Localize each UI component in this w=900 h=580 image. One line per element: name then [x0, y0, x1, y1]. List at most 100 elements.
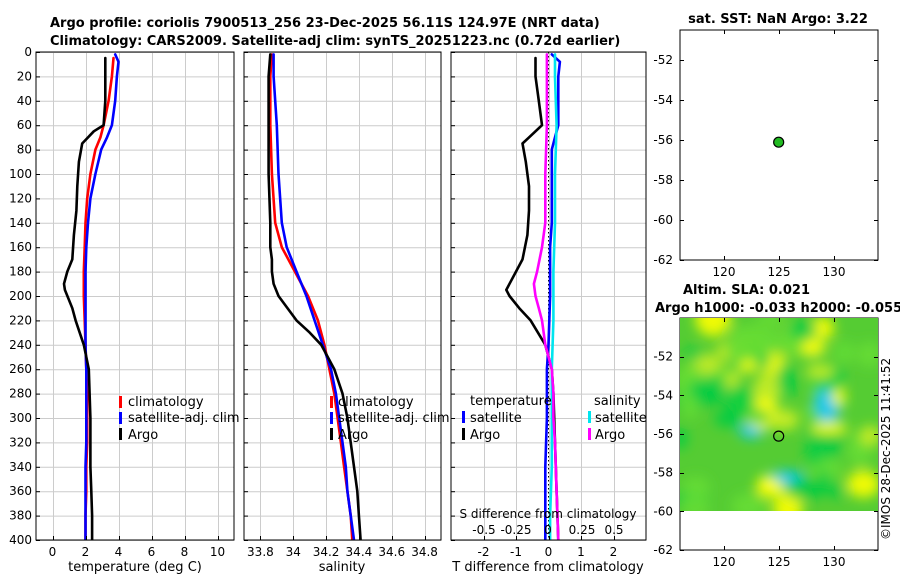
map-y-tick-label: -56 — [653, 133, 673, 147]
sla-field-cell — [683, 347, 704, 361]
series-line-climatology — [268, 53, 354, 540]
sla-field-cell — [689, 375, 727, 406]
series-line-satellite-adj-clim — [84, 53, 120, 540]
x-tick-label: 2 — [82, 545, 90, 559]
sla-field-cell — [847, 470, 878, 498]
y-tick-label: 380 — [9, 509, 32, 523]
y-tick-label: 340 — [9, 460, 32, 474]
sst-map-ticks: -52 -54 -56 -58 -60 -62 120 125 130 — [653, 30, 878, 279]
sla-heatmap-field — [680, 318, 878, 511]
map-x-tick-label: 130 — [823, 265, 846, 279]
x-tick-label: 34 — [286, 545, 301, 559]
series-line-salinity-argo — [532, 53, 560, 540]
map-x-tick-label: 125 — [768, 555, 791, 569]
map-x-tick-label: 120 — [713, 265, 736, 279]
sla-map-title-line2: Argo h1000: -0.033 h2000: -0.055 — [655, 301, 900, 316]
x-tick-label: 33.8 — [247, 545, 274, 559]
difference-legend: temperature satellite Argo salinity sate… — [462, 394, 647, 443]
legend-label-sal-argo: Argo — [595, 428, 625, 443]
map-x-tick-label: 120 — [713, 555, 736, 569]
sla-field-cell — [756, 477, 782, 492]
y-tick-label: 400 — [9, 533, 32, 547]
legend-swatch-sal-argo — [588, 428, 591, 440]
y-tick-label: 300 — [9, 411, 32, 425]
series-line-argo — [62, 56, 107, 540]
salinity-legend: climatology satellite-adj. clim Argo — [330, 395, 450, 443]
imos-credit: ©IMOS 28-Dec-2025 11:41:52 — [879, 358, 893, 540]
series-line-salinity-satellite — [548, 53, 558, 540]
s-diff-tick-label: -0.5 — [472, 523, 495, 537]
x-tick-label: 1 — [577, 545, 585, 559]
sla-field-cell — [724, 335, 763, 363]
temperature-ticks: 0204060801001201401601802002202402602803… — [9, 45, 225, 559]
temperature-panel: 0204060801001201401601802002202402602803… — [9, 45, 240, 575]
sla-field-cell — [805, 363, 835, 379]
salinity-grid — [244, 52, 441, 541]
y-tick-label: 360 — [9, 484, 32, 498]
sla-field-cell — [695, 318, 731, 337]
legend-swatch-satellite — [119, 412, 122, 424]
x-tick-label: 4 — [115, 545, 123, 559]
x-tick-label: 10 — [210, 545, 225, 559]
legend-swatch-climatology — [119, 396, 122, 408]
map-x-tick-label: 130 — [823, 555, 846, 569]
sla-field-cell — [811, 318, 835, 340]
y-tick-label: 240 — [9, 338, 32, 352]
s-diff-tick-label: 0.5 — [604, 523, 623, 537]
series-line-argo — [267, 53, 362, 540]
x-tick-label: 34.4 — [346, 545, 373, 559]
sla-field-cell — [738, 359, 758, 373]
difference-series — [504, 53, 562, 540]
y-tick-label: 120 — [9, 191, 32, 205]
sla-field-cell — [831, 389, 847, 406]
x-tick-label: 34.8 — [411, 545, 438, 559]
s-diff-tick-label: 0.25 — [569, 523, 596, 537]
sla-field-cell — [803, 406, 819, 419]
legend-swatch-temp-satellite — [462, 411, 465, 423]
figure-title-line2: Climatology: CARS2009. Satellite-adj cli… — [50, 34, 620, 49]
y-tick-label: 20 — [17, 69, 32, 83]
sla-map-ticks: -52 -54 -56 -58 -60 -62 120 125 130 — [653, 318, 878, 569]
map-y-tick-label: -60 — [653, 504, 673, 518]
map-y-tick-label: -52 — [653, 350, 673, 364]
s-diff-tick-label: -0.25 — [500, 523, 531, 537]
map-y-tick-label: -60 — [653, 213, 673, 227]
legend-header-salinity: salinity — [594, 394, 641, 409]
x-tick-label: 0 — [545, 545, 553, 559]
sla-field-cell — [682, 395, 699, 420]
sla-heatmap — [680, 318, 878, 511]
salinity-series — [267, 53, 362, 540]
sla-field-cell — [749, 410, 771, 423]
y-tick-label: 40 — [17, 94, 32, 108]
map-y-tick-label: -62 — [653, 543, 673, 557]
y-tick-label: 320 — [9, 435, 32, 449]
map-y-tick-label: -52 — [653, 53, 673, 67]
sla-field-cell — [809, 421, 848, 435]
x-tick-label: 34.2 — [313, 545, 340, 559]
y-tick-label: 160 — [9, 240, 32, 254]
difference-ticks: -2 -1 0 1 2 — [451, 52, 617, 559]
temperature-series — [62, 53, 120, 540]
legend-label-argo: Argo — [128, 428, 158, 443]
sla-field-cell — [725, 384, 756, 419]
salinity-panel: 33.8 34 34.2 34.4 34.6 34.8 salinity climatol… — [243, 51, 450, 575]
argo-location-marker — [773, 430, 785, 442]
sla-field-cell — [778, 361, 791, 397]
map-y-tick-label: -58 — [653, 466, 673, 480]
sla-map-title-line1: Altim. SLA: 0.021 — [683, 283, 810, 298]
y-tick-label: 80 — [17, 143, 32, 157]
x-tick-label: 8 — [181, 545, 189, 559]
sst-map-points — [773, 136, 785, 148]
temperature-xlabel: temperature (deg C) — [68, 560, 202, 575]
legend-label-temp-satellite: satellite — [470, 411, 522, 426]
sla-field-cell — [731, 493, 767, 511]
sla-field-cell — [785, 478, 824, 500]
y-tick-label: 140 — [9, 216, 32, 230]
x-tick-label: 6 — [148, 545, 156, 559]
x-tick-label: 0 — [49, 545, 57, 559]
sla-field-cell — [827, 484, 847, 498]
x-tick-label: -2 — [478, 545, 490, 559]
sla-field-cell — [681, 491, 709, 511]
legend-header-temperature: temperature — [470, 394, 552, 409]
